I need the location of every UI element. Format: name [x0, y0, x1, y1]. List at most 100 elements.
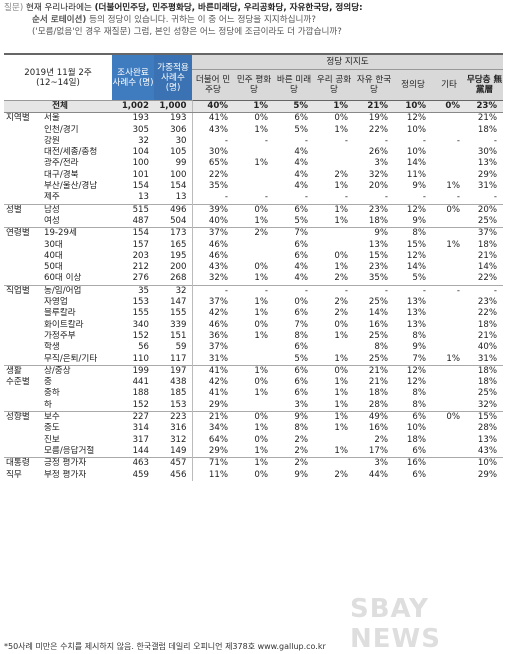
weighted-count-cell: 197: [154, 364, 193, 378]
percent-cell: 23%: [368, 262, 388, 273]
party-header-0: 더불어 민주당: [192, 69, 234, 101]
group-label: [4, 192, 40, 204]
percent-cell: 42%: [208, 377, 228, 388]
percent-cell: 21%: [477, 113, 498, 124]
results-table: 2019년 11월 2주 (12~14일) 조사완료 사례수 (명) 가중적용 사례수…: [4, 53, 504, 481]
row-label: 중하: [44, 388, 60, 399]
percent-cell: 1%: [334, 377, 348, 388]
period-sub-label: (12~14일): [36, 77, 80, 88]
table-row: 자영업 153 147 37% 1% 0% 2% 25% 13% 23%: [4, 297, 503, 309]
row-label: 인천/경기: [44, 124, 79, 135]
weighted-count-cell: 316: [154, 423, 193, 435]
party-support-group-header: 정당 지지도: [192, 53, 504, 70]
weighted-count-cell: 59: [154, 342, 193, 354]
percent-cell: 9%: [354, 227, 394, 240]
weighted-count-cell: 154: [154, 181, 193, 193]
percent-cell: 4%: [294, 169, 308, 180]
percent-cell: 13%: [406, 308, 426, 319]
percent-cell: 1%: [446, 239, 460, 250]
weighted-count-cell: 149: [154, 445, 193, 458]
sample-count-cell: 305: [132, 124, 149, 135]
percent-cell: 15%: [466, 411, 504, 424]
percent-cell: 31%: [477, 353, 498, 364]
percent-cell: 21%: [477, 250, 498, 261]
sample-count-cell: 153: [132, 297, 149, 308]
question-line-2: 순서 로테이션) 등의 정당이 있습니다. 귀하는 이 중 어느 정당을 지지하…: [4, 14, 504, 26]
percent-cell: -: [384, 192, 388, 203]
percent-cell: [432, 308, 466, 319]
sample-count-cell: 100: [132, 158, 149, 169]
group-label: [4, 388, 40, 399]
group-label: [4, 435, 40, 446]
percent-cell: -: [456, 192, 460, 203]
group-label: [4, 170, 40, 181]
percent-cell: 18%: [477, 124, 498, 135]
group-label: 지역별: [6, 113, 30, 124]
percent-cell: [314, 435, 354, 446]
sample-count-cell: 188: [132, 388, 149, 399]
percent-cell: 37%: [208, 342, 228, 353]
weighted-count-cell: 173: [154, 227, 193, 240]
percent-cell: [432, 470, 466, 481]
percent-cell: 18%: [466, 364, 504, 378]
percent-cell: 64%: [208, 434, 228, 445]
percent-cell: -: [274, 284, 314, 298]
percent-cell: 23%: [354, 203, 394, 216]
percent-cell: [234, 354, 274, 366]
percent-cell: 12%: [394, 364, 432, 378]
weighted-count-cell: 504: [154, 215, 193, 228]
percent-cell: 16%: [368, 423, 388, 434]
percent-cell: [432, 158, 466, 169]
period-header: 2019년 11월 2주 (12~14일): [4, 53, 112, 101]
percent-cell: 40%: [208, 215, 228, 226]
percent-cell: 16%: [368, 319, 388, 330]
percent-cell: 21%: [477, 330, 498, 341]
percent-cell: 1%: [334, 423, 348, 434]
row-label: 학생: [44, 342, 60, 353]
row-label: 중: [44, 377, 52, 388]
percent-cell: 2%: [334, 297, 348, 308]
percent-cell: 25%: [368, 330, 388, 341]
percent-cell: -: [493, 192, 498, 203]
percent-cell: 41%: [208, 113, 228, 124]
row-label: 60대 이상: [44, 273, 82, 284]
period-label: 2019년 11월 2주: [24, 67, 92, 78]
party-header-6: 기타: [432, 69, 466, 101]
percent-cell: 8%: [294, 330, 308, 341]
percent-cell: 4%: [294, 181, 308, 192]
percent-cell: 29%: [208, 399, 228, 410]
row-label: 보수: [40, 411, 112, 424]
row-label: 농/임/어업: [40, 284, 112, 298]
percent-cell: [234, 400, 274, 412]
percent-cell: 21%: [192, 411, 234, 424]
percent-cell: -: [422, 135, 426, 146]
percent-cell: [432, 125, 466, 136]
row-label: 전체: [4, 100, 112, 114]
weighted-count-cell: 153: [154, 399, 193, 412]
percent-cell: 11%: [208, 469, 228, 480]
percent-cell: 23%: [466, 100, 504, 114]
group-label: [4, 423, 40, 434]
percent-cell: 22%: [368, 124, 388, 135]
percent-cell: 1%: [334, 330, 348, 341]
percent-cell: 22%: [208, 169, 228, 180]
sample-count-cell: 317: [132, 434, 149, 445]
row-label: 하: [44, 399, 52, 410]
header-row-parties: 더불어 민주당 민주 평화당 바른 미래당 우리 공화당 자유 한국당 정의당 기타 무당층 …: [4, 69, 504, 101]
percent-cell: [432, 457, 466, 470]
percent-cell: 8%: [412, 399, 426, 410]
percent-cell: -: [384, 135, 388, 146]
percent-cell: -: [314, 284, 354, 298]
header-row-top: 2019년 11월 2주 (12~14일) 조사완료 사례수 (명) 가중적용 사례수…: [4, 53, 504, 101]
row-label: 여성: [44, 215, 60, 226]
percent-cell: 13%: [477, 158, 498, 169]
percent-cell: 3%: [294, 399, 308, 410]
group-label: 연령별: [4, 227, 40, 240]
percent-cell: 20%: [368, 181, 388, 192]
percent-cell: 5%: [294, 124, 308, 135]
percent-cell: 8%: [374, 342, 388, 353]
sample-count-cell: 212: [132, 262, 149, 273]
row-label: 대구/경북: [44, 169, 79, 180]
party-header-2: 바른 미래당: [274, 69, 314, 101]
percent-cell: 41%: [192, 364, 234, 378]
